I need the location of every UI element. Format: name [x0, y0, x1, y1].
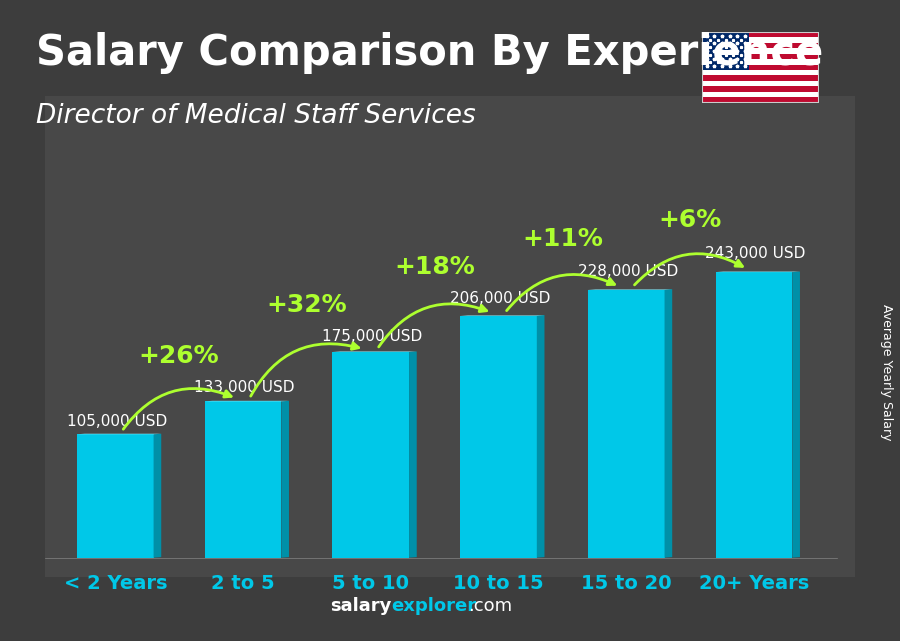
Bar: [702, 48, 819, 54]
Polygon shape: [792, 272, 800, 558]
Text: +18%: +18%: [394, 254, 475, 279]
Bar: [702, 87, 819, 92]
Text: salary: salary: [330, 597, 392, 615]
Text: 105,000 USD: 105,000 USD: [67, 414, 167, 429]
Bar: [702, 32, 749, 70]
Bar: [45, 96, 855, 577]
Text: 206,000 USD: 206,000 USD: [450, 291, 550, 306]
Bar: [716, 272, 792, 558]
Text: Salary Comparison By Experience: Salary Comparison By Experience: [36, 32, 824, 74]
Text: Director of Medical Staff Services: Director of Medical Staff Services: [36, 103, 476, 129]
Bar: [204, 401, 282, 558]
Bar: [45, 96, 855, 577]
Bar: [702, 32, 819, 37]
Bar: [702, 54, 819, 59]
Polygon shape: [282, 401, 289, 558]
Bar: [702, 43, 819, 48]
Text: +26%: +26%: [139, 344, 220, 368]
Text: Average Yearly Salary: Average Yearly Salary: [880, 304, 893, 440]
Text: .com: .com: [468, 597, 512, 615]
Text: explorer: explorer: [392, 597, 477, 615]
Text: +6%: +6%: [659, 208, 722, 231]
Bar: [702, 70, 819, 76]
Polygon shape: [664, 289, 672, 558]
Bar: [588, 290, 664, 558]
Text: 133,000 USD: 133,000 USD: [194, 380, 295, 395]
Bar: [702, 65, 819, 70]
Text: +11%: +11%: [522, 227, 603, 251]
Text: +32%: +32%: [266, 293, 347, 317]
Bar: [702, 59, 819, 65]
Bar: [702, 76, 819, 81]
Bar: [702, 37, 819, 43]
Bar: [76, 435, 154, 558]
Polygon shape: [154, 434, 161, 558]
Bar: [332, 352, 410, 558]
Bar: [702, 92, 819, 97]
Bar: [460, 315, 536, 558]
Bar: [702, 81, 819, 87]
Text: 228,000 USD: 228,000 USD: [578, 264, 678, 279]
Bar: [702, 97, 819, 103]
Text: 243,000 USD: 243,000 USD: [706, 246, 806, 261]
Polygon shape: [536, 315, 544, 558]
Polygon shape: [410, 351, 417, 558]
Text: 175,000 USD: 175,000 USD: [322, 329, 422, 344]
